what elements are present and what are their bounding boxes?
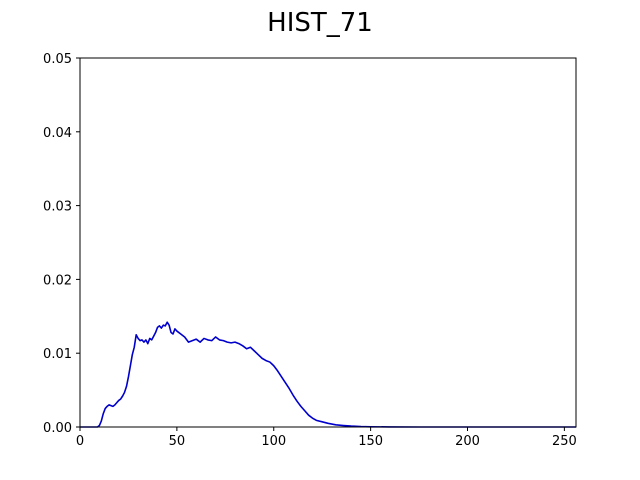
y-tick-label: 0.00 xyxy=(43,421,72,436)
y-tick-label: 0.01 xyxy=(43,347,72,362)
plot-frame xyxy=(79,57,577,428)
x-tick-label: 250 xyxy=(552,434,577,449)
x-tick-label: 200 xyxy=(455,434,480,449)
y-tick-label: 0.04 xyxy=(43,126,72,141)
y-tick-label: 0.02 xyxy=(43,273,72,288)
x-tick-label: 50 xyxy=(169,434,186,449)
x-tick-label: 150 xyxy=(358,434,383,449)
x-tick-label: 0 xyxy=(76,434,84,449)
y-tick-label: 0.03 xyxy=(43,200,72,215)
plot-area: 0 50 100 150 200 250 0.00 0.01 0.02 0.03 0.04 0.05 xyxy=(43,52,577,449)
chart-title: HIST_71 xyxy=(267,8,373,38)
x-tick-label: 100 xyxy=(261,434,286,449)
series-line-0 xyxy=(80,321,576,428)
y-tick-label: 0.05 xyxy=(43,52,72,67)
